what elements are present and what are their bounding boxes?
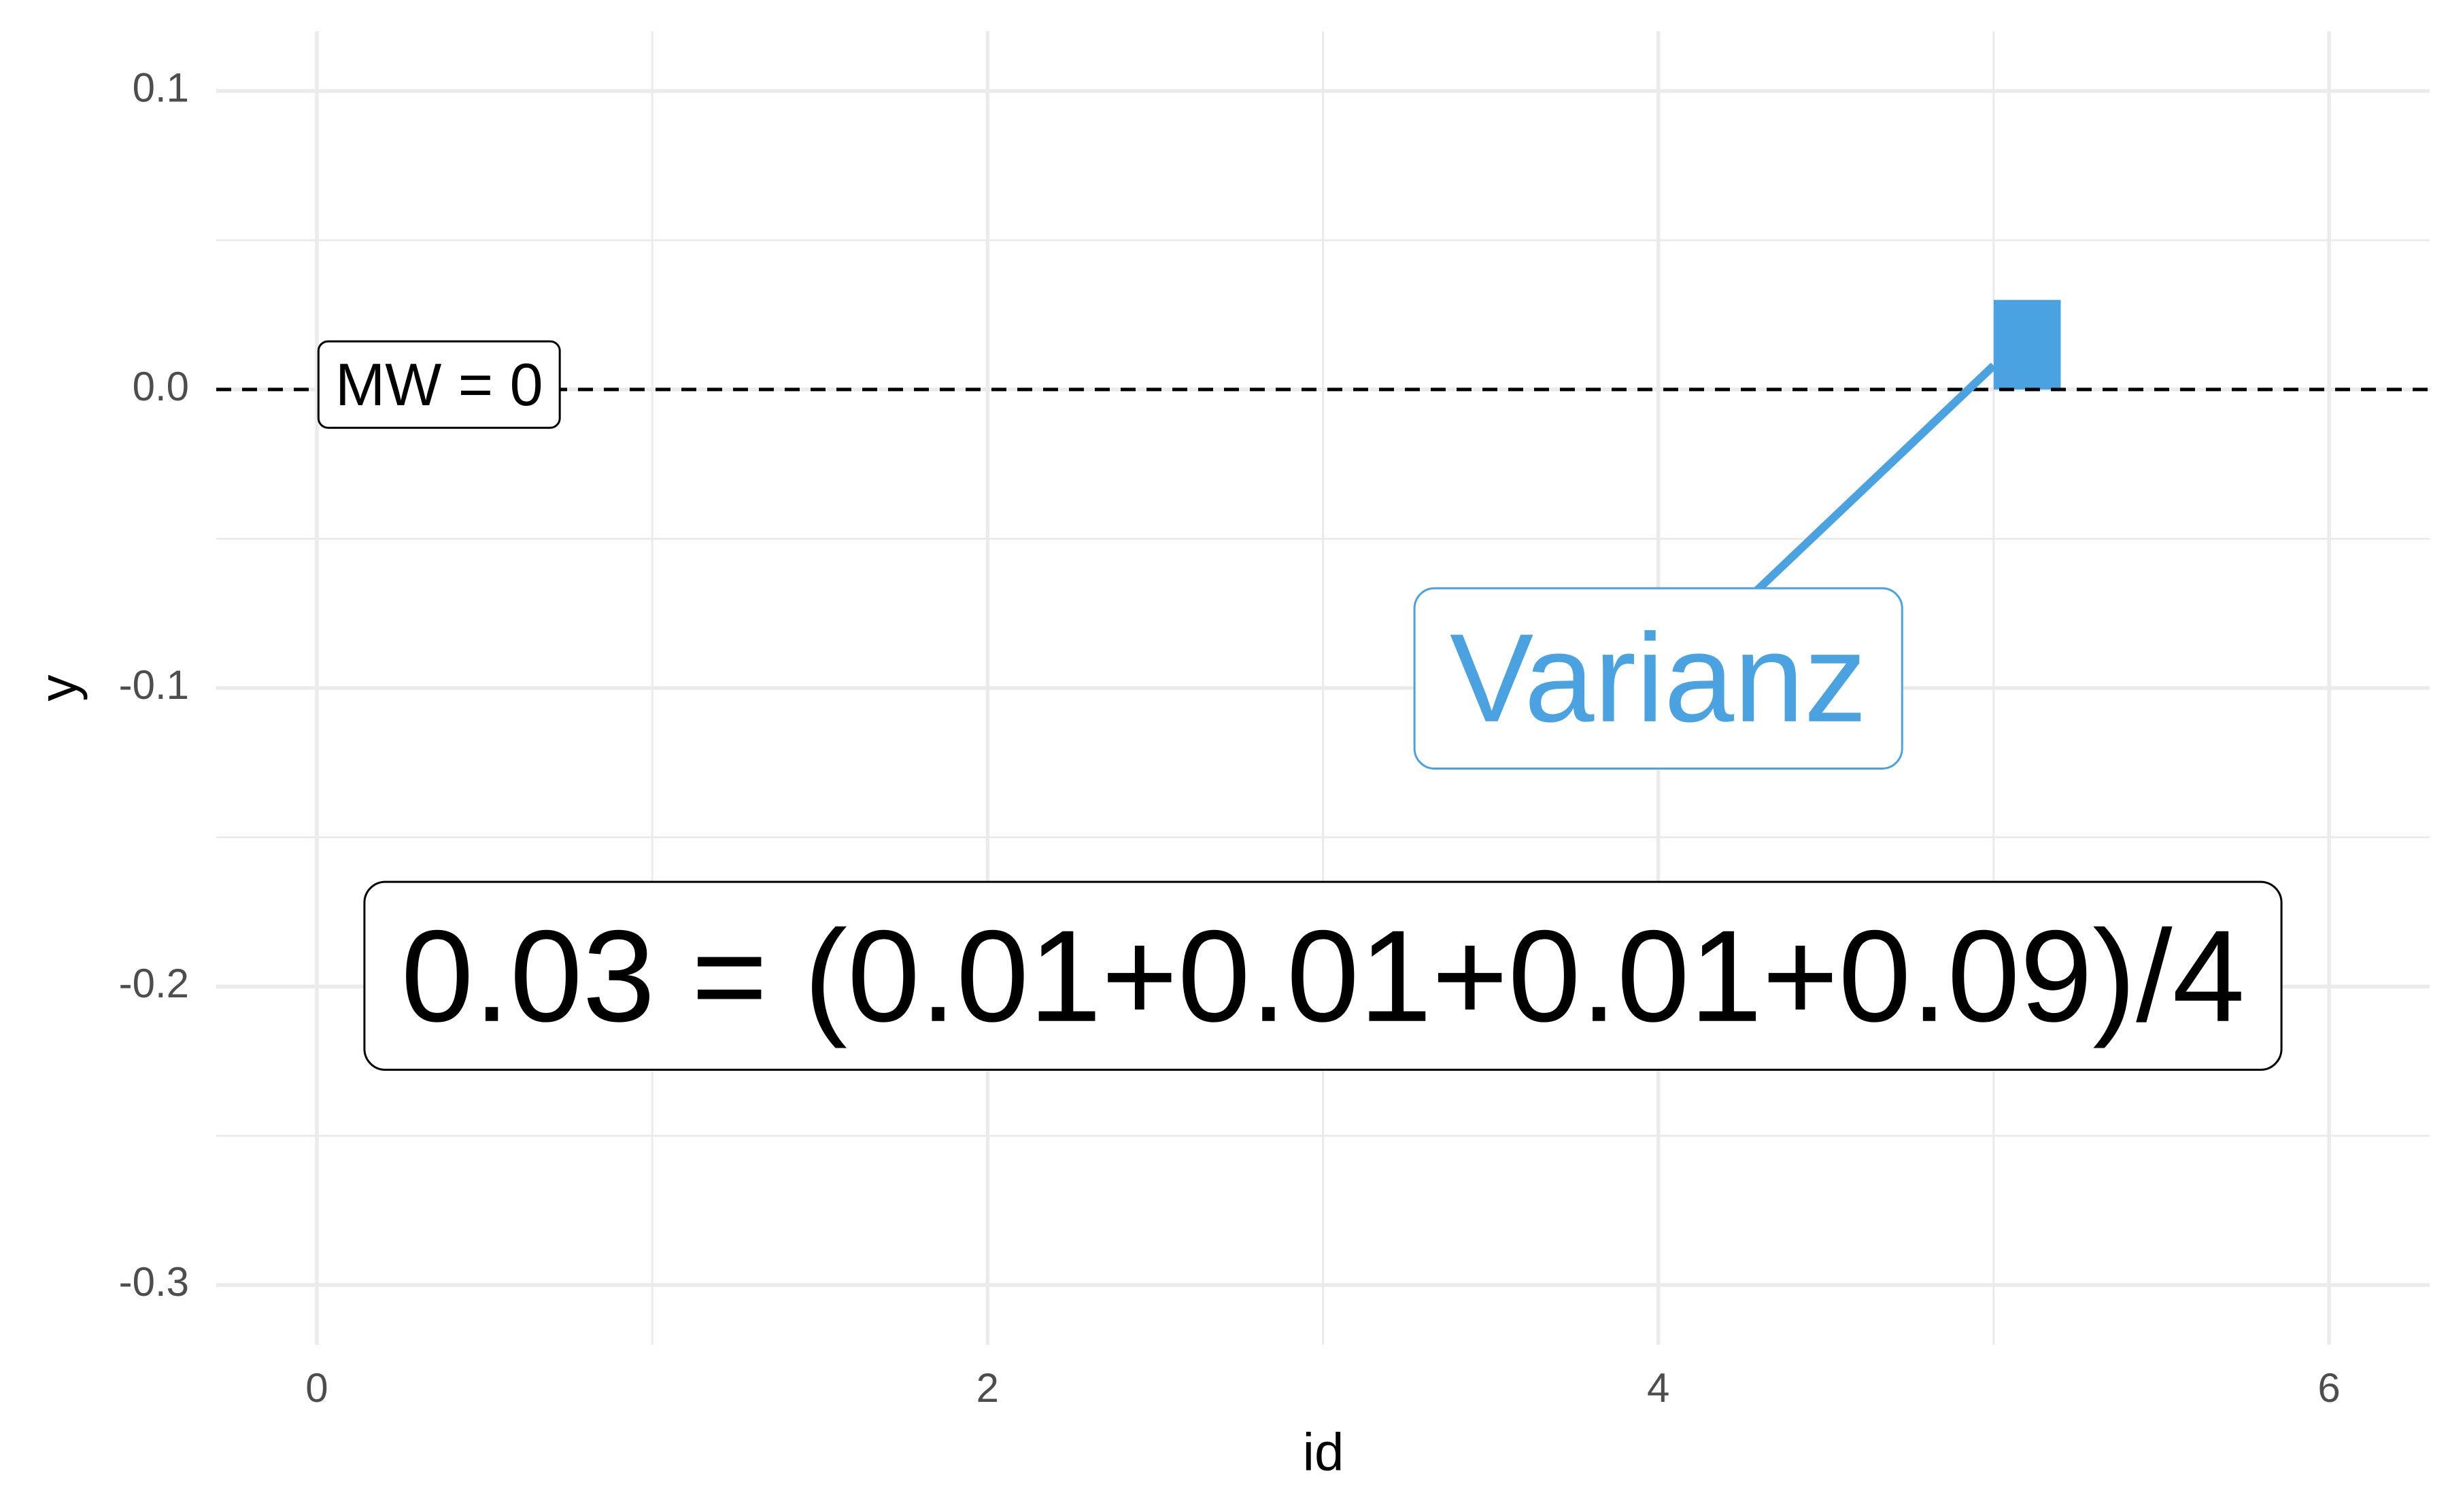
y-tick-label: -0.3 [119, 1259, 189, 1305]
x-tick-label: 2 [976, 1365, 999, 1411]
mean-label: MW = 0 [335, 351, 543, 418]
x-tick-label: 4 [1647, 1365, 1669, 1411]
variance-square [1993, 300, 2061, 390]
y-tick-label: 0.1 [133, 65, 189, 111]
x-tick-label: 0 [305, 1365, 328, 1411]
y-axis-title: y [29, 675, 88, 702]
y-tick-label: -0.2 [119, 961, 189, 1006]
y-tick-label: -0.1 [119, 662, 189, 708]
annotation-segment [1739, 362, 1996, 608]
annotation-label: Varianz [1450, 608, 1867, 749]
annotation-label-box [363, 880, 2283, 1071]
mean-label-box [317, 340, 561, 429]
y-tick-label: 0.0 [133, 364, 189, 409]
x-axis-title: id [1303, 1422, 1344, 1482]
annotation-label-box [1413, 587, 1903, 770]
x-tick-label: 6 [2317, 1365, 2340, 1411]
annotation-label: 0.03 = (0.01+0.01+0.01+0.09)/4 [401, 903, 2245, 1049]
